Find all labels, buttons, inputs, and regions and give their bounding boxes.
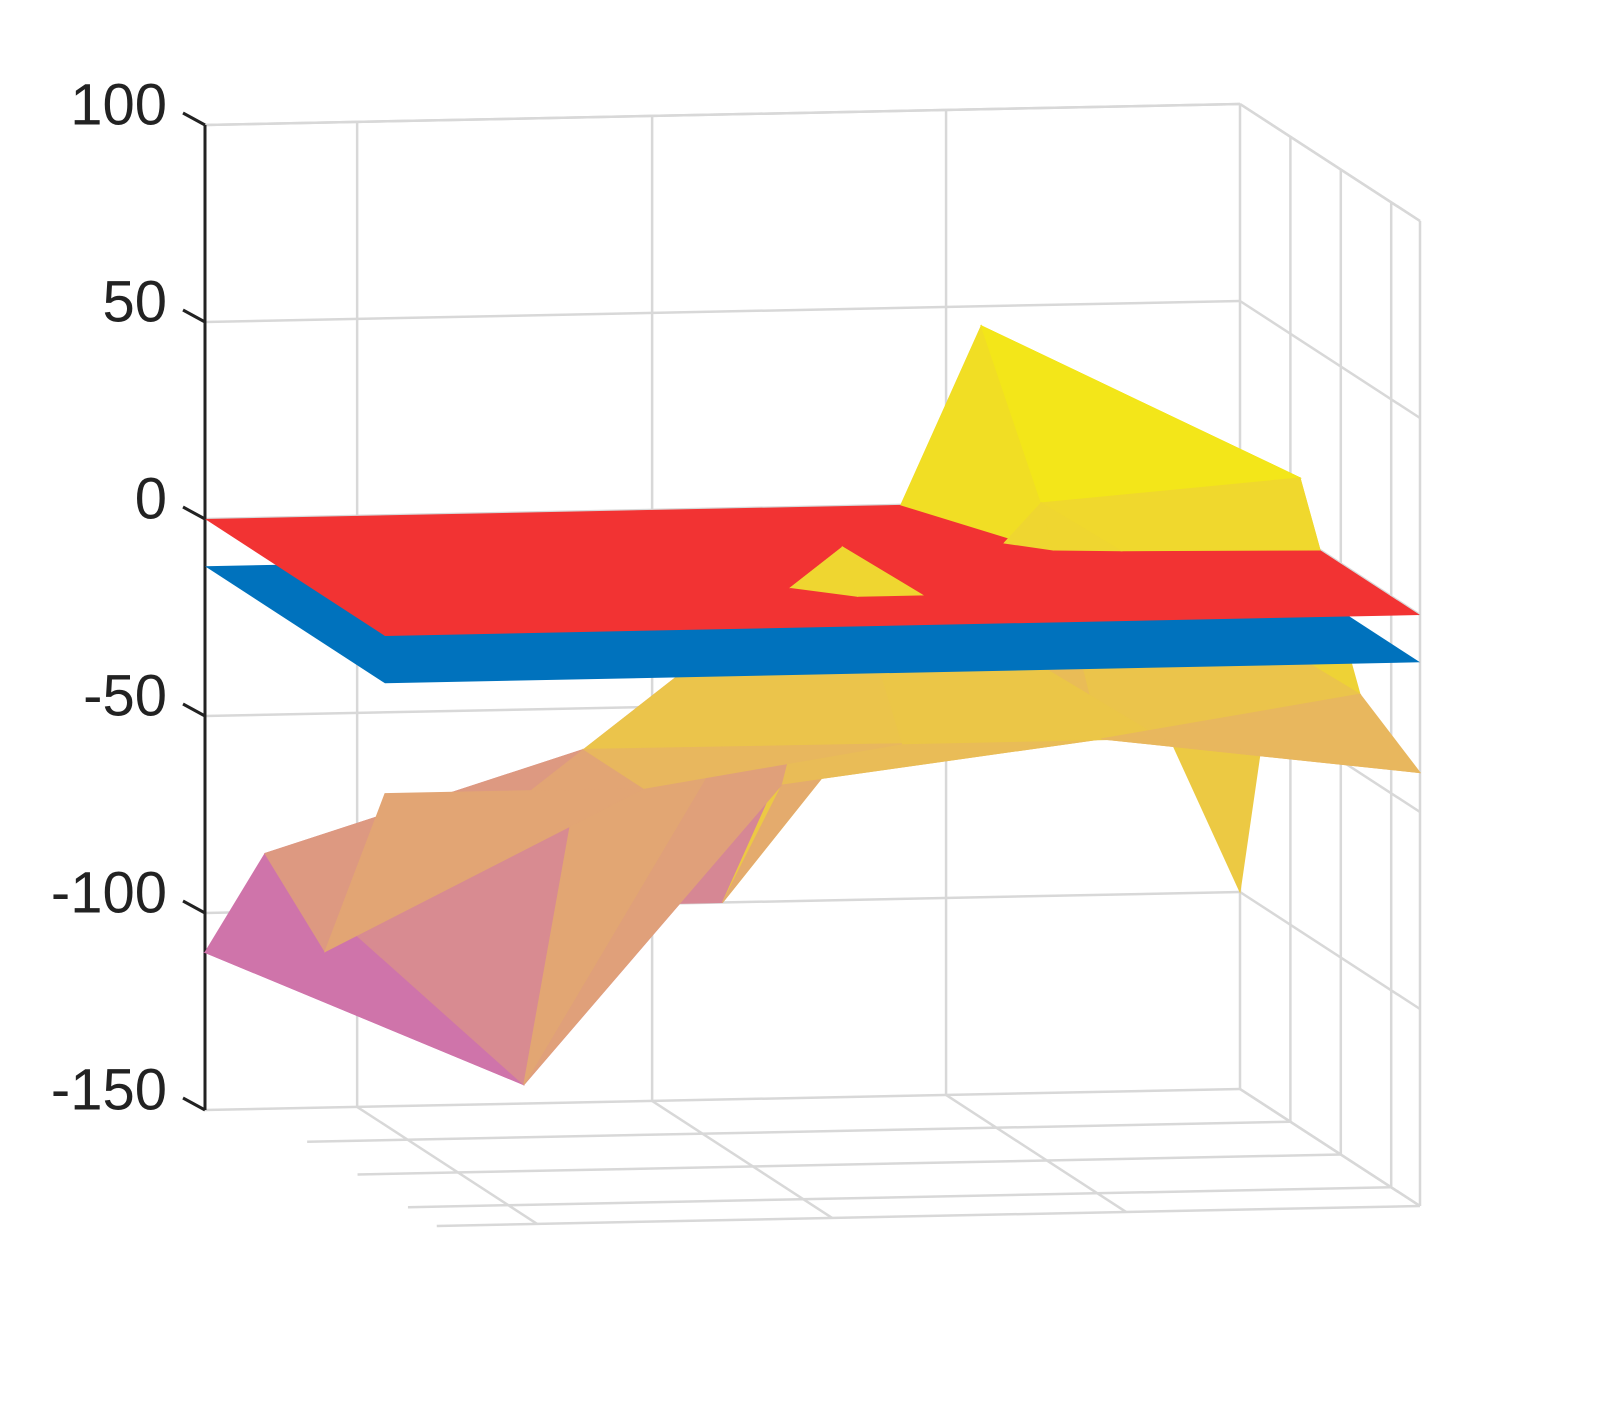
z-tick — [182, 899, 206, 915]
z-tick — [182, 702, 206, 718]
z-tick — [182, 1096, 206, 1112]
z-tick-label: 50 — [102, 269, 167, 334]
surface-facet — [582, 743, 903, 789]
floor-line — [357, 1153, 1341, 1176]
surface-facet — [1101, 737, 1421, 774]
floor-line — [407, 1186, 1392, 1209]
floor-line — [436, 1204, 1421, 1228]
surface-facet-above — [1040, 501, 1123, 552]
grid-line — [1239, 890, 1421, 1011]
z-tick — [182, 308, 206, 324]
grid-line — [1239, 1087, 1421, 1208]
z-tick-label: 100 — [70, 72, 167, 137]
z-tick — [182, 111, 206, 127]
z-tick — [182, 505, 206, 521]
z-tick-label: 0 — [135, 466, 167, 531]
z-tick-label: -150 — [51, 1057, 167, 1122]
surface-facet-above — [841, 546, 924, 597]
z-tick-label: -100 — [51, 860, 167, 925]
grid-line — [204, 102, 1241, 127]
grid-line — [1239, 299, 1421, 420]
grid-line — [1239, 102, 1421, 223]
floor-line — [307, 1120, 1291, 1143]
surface-facet — [324, 787, 645, 953]
grid-line — [204, 1087, 1241, 1112]
grid-line — [204, 299, 1241, 324]
z-tick-label: -50 — [83, 663, 167, 728]
